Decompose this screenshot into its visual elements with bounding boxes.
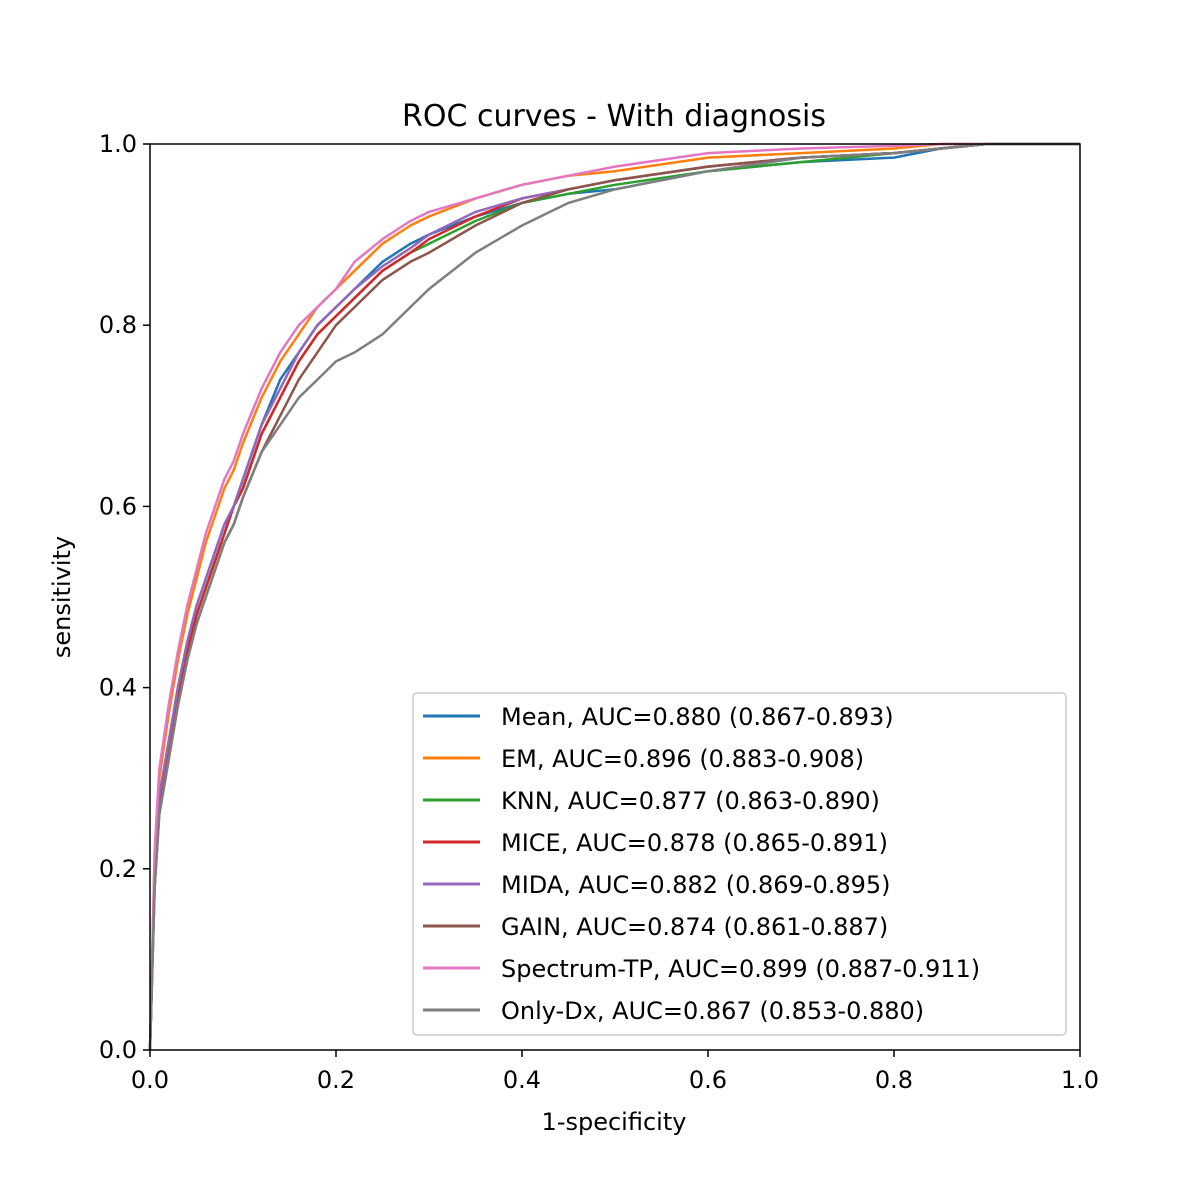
legend-label: MIDA, AUC=0.882 (0.869-0.895) <box>501 871 891 899</box>
legend-label: MICE, AUC=0.878 (0.865-0.891) <box>501 829 888 857</box>
y-tick-label: 1.0 <box>99 130 137 158</box>
x-tick-label: 0.8 <box>875 1066 913 1094</box>
series-layer <box>148 142 1080 1051</box>
y-axis-label: sensitivity <box>48 536 76 658</box>
y-tick-label: 0.0 <box>99 1036 137 1064</box>
chart-title: ROC curves - With diagnosis <box>402 99 826 134</box>
x-tick-label: 0.6 <box>689 1066 727 1094</box>
series-line-7 <box>148 142 1080 1051</box>
legend-label: Mean, AUC=0.880 (0.867-0.893) <box>501 703 894 731</box>
y-axis-ticks: 0.0 0.2 0.4 0.6 0.8 1.0 <box>99 130 150 1064</box>
series-line-6 <box>148 142 1080 1051</box>
x-axis-label: 1-specificity <box>542 1108 687 1136</box>
x-tick-label: 0.2 <box>317 1066 355 1094</box>
legend: Mean, AUC=0.880 (0.867-0.893) EM, AUC=0.8… <box>412 692 1067 1036</box>
legend-label: KNN, AUC=0.877 (0.863-0.890) <box>501 787 880 815</box>
legend-label: Spectrum-TP, AUC=0.899 (0.887-0.911) <box>501 955 980 983</box>
legend-label: EM, AUC=0.896 (0.883-0.908) <box>501 745 864 773</box>
y-tick-label: 0.2 <box>99 855 137 883</box>
x-tick-label: 0.4 <box>503 1066 541 1094</box>
plot-frame <box>149 143 1081 1051</box>
y-tick-label: 0.8 <box>99 311 137 339</box>
y-tick-label: 0.6 <box>99 492 137 520</box>
x-axis-ticks: 0.0 0.2 0.4 0.6 0.8 1.0 <box>131 1050 1099 1094</box>
x-tick-label: 0.0 <box>131 1066 169 1094</box>
x-tick-label: 1.0 <box>1061 1066 1099 1094</box>
y-tick-label: 0.4 <box>99 674 137 702</box>
legend-frame <box>412 692 1067 1036</box>
legend-label: Only-Dx, AUC=0.867 (0.853-0.880) <box>501 997 924 1025</box>
legend-label: GAIN, AUC=0.874 (0.861-0.887) <box>501 913 888 941</box>
